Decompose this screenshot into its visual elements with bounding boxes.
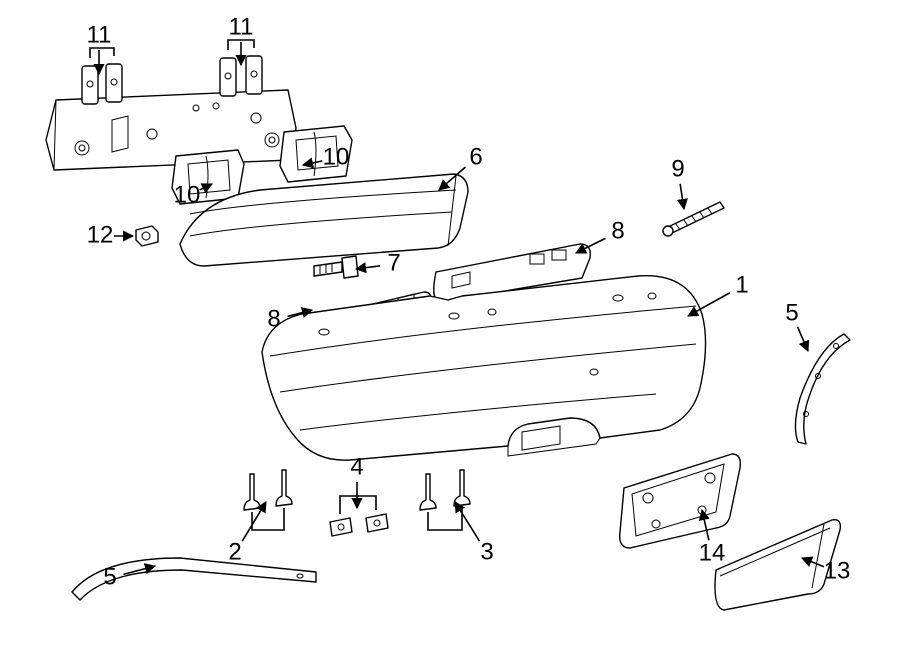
callout-number: 5 (103, 563, 116, 590)
lower-extension (715, 520, 840, 610)
callout-number: 2 (228, 538, 241, 565)
callout-number: 7 (387, 249, 400, 276)
rivet-pair-a (244, 470, 292, 530)
spacer-pair-a (82, 48, 122, 104)
callout-number: 12 (87, 221, 114, 248)
callout-number: 13 (824, 557, 851, 584)
callout-number: 14 (699, 539, 726, 566)
license-plate-bracket (620, 454, 741, 548)
callout-number: 3 (480, 538, 493, 565)
nut (136, 226, 158, 246)
leader-line (455, 502, 480, 541)
side-molding-right (795, 334, 850, 444)
rivet-pair-b (420, 470, 470, 530)
bumper-cover (262, 276, 706, 461)
callout-number: 11 (87, 21, 112, 48)
callout-number: 6 (469, 143, 482, 170)
pin (663, 202, 724, 236)
bolt (314, 256, 358, 278)
callout-number: 4 (350, 453, 363, 480)
leader-line (356, 266, 380, 269)
callout-number: 11 (229, 13, 254, 40)
callout-number: 10 (174, 181, 201, 208)
callout-number: 8 (611, 217, 624, 244)
leader-line (798, 327, 808, 351)
clip-nut-pair (330, 496, 388, 536)
callout-number: 10 (323, 143, 350, 170)
callout-number: 5 (785, 299, 798, 326)
callout-number: 9 (671, 155, 684, 182)
callout-number: 1 (735, 271, 748, 298)
callout-number: 8 (267, 305, 280, 332)
leader-line (680, 184, 684, 209)
